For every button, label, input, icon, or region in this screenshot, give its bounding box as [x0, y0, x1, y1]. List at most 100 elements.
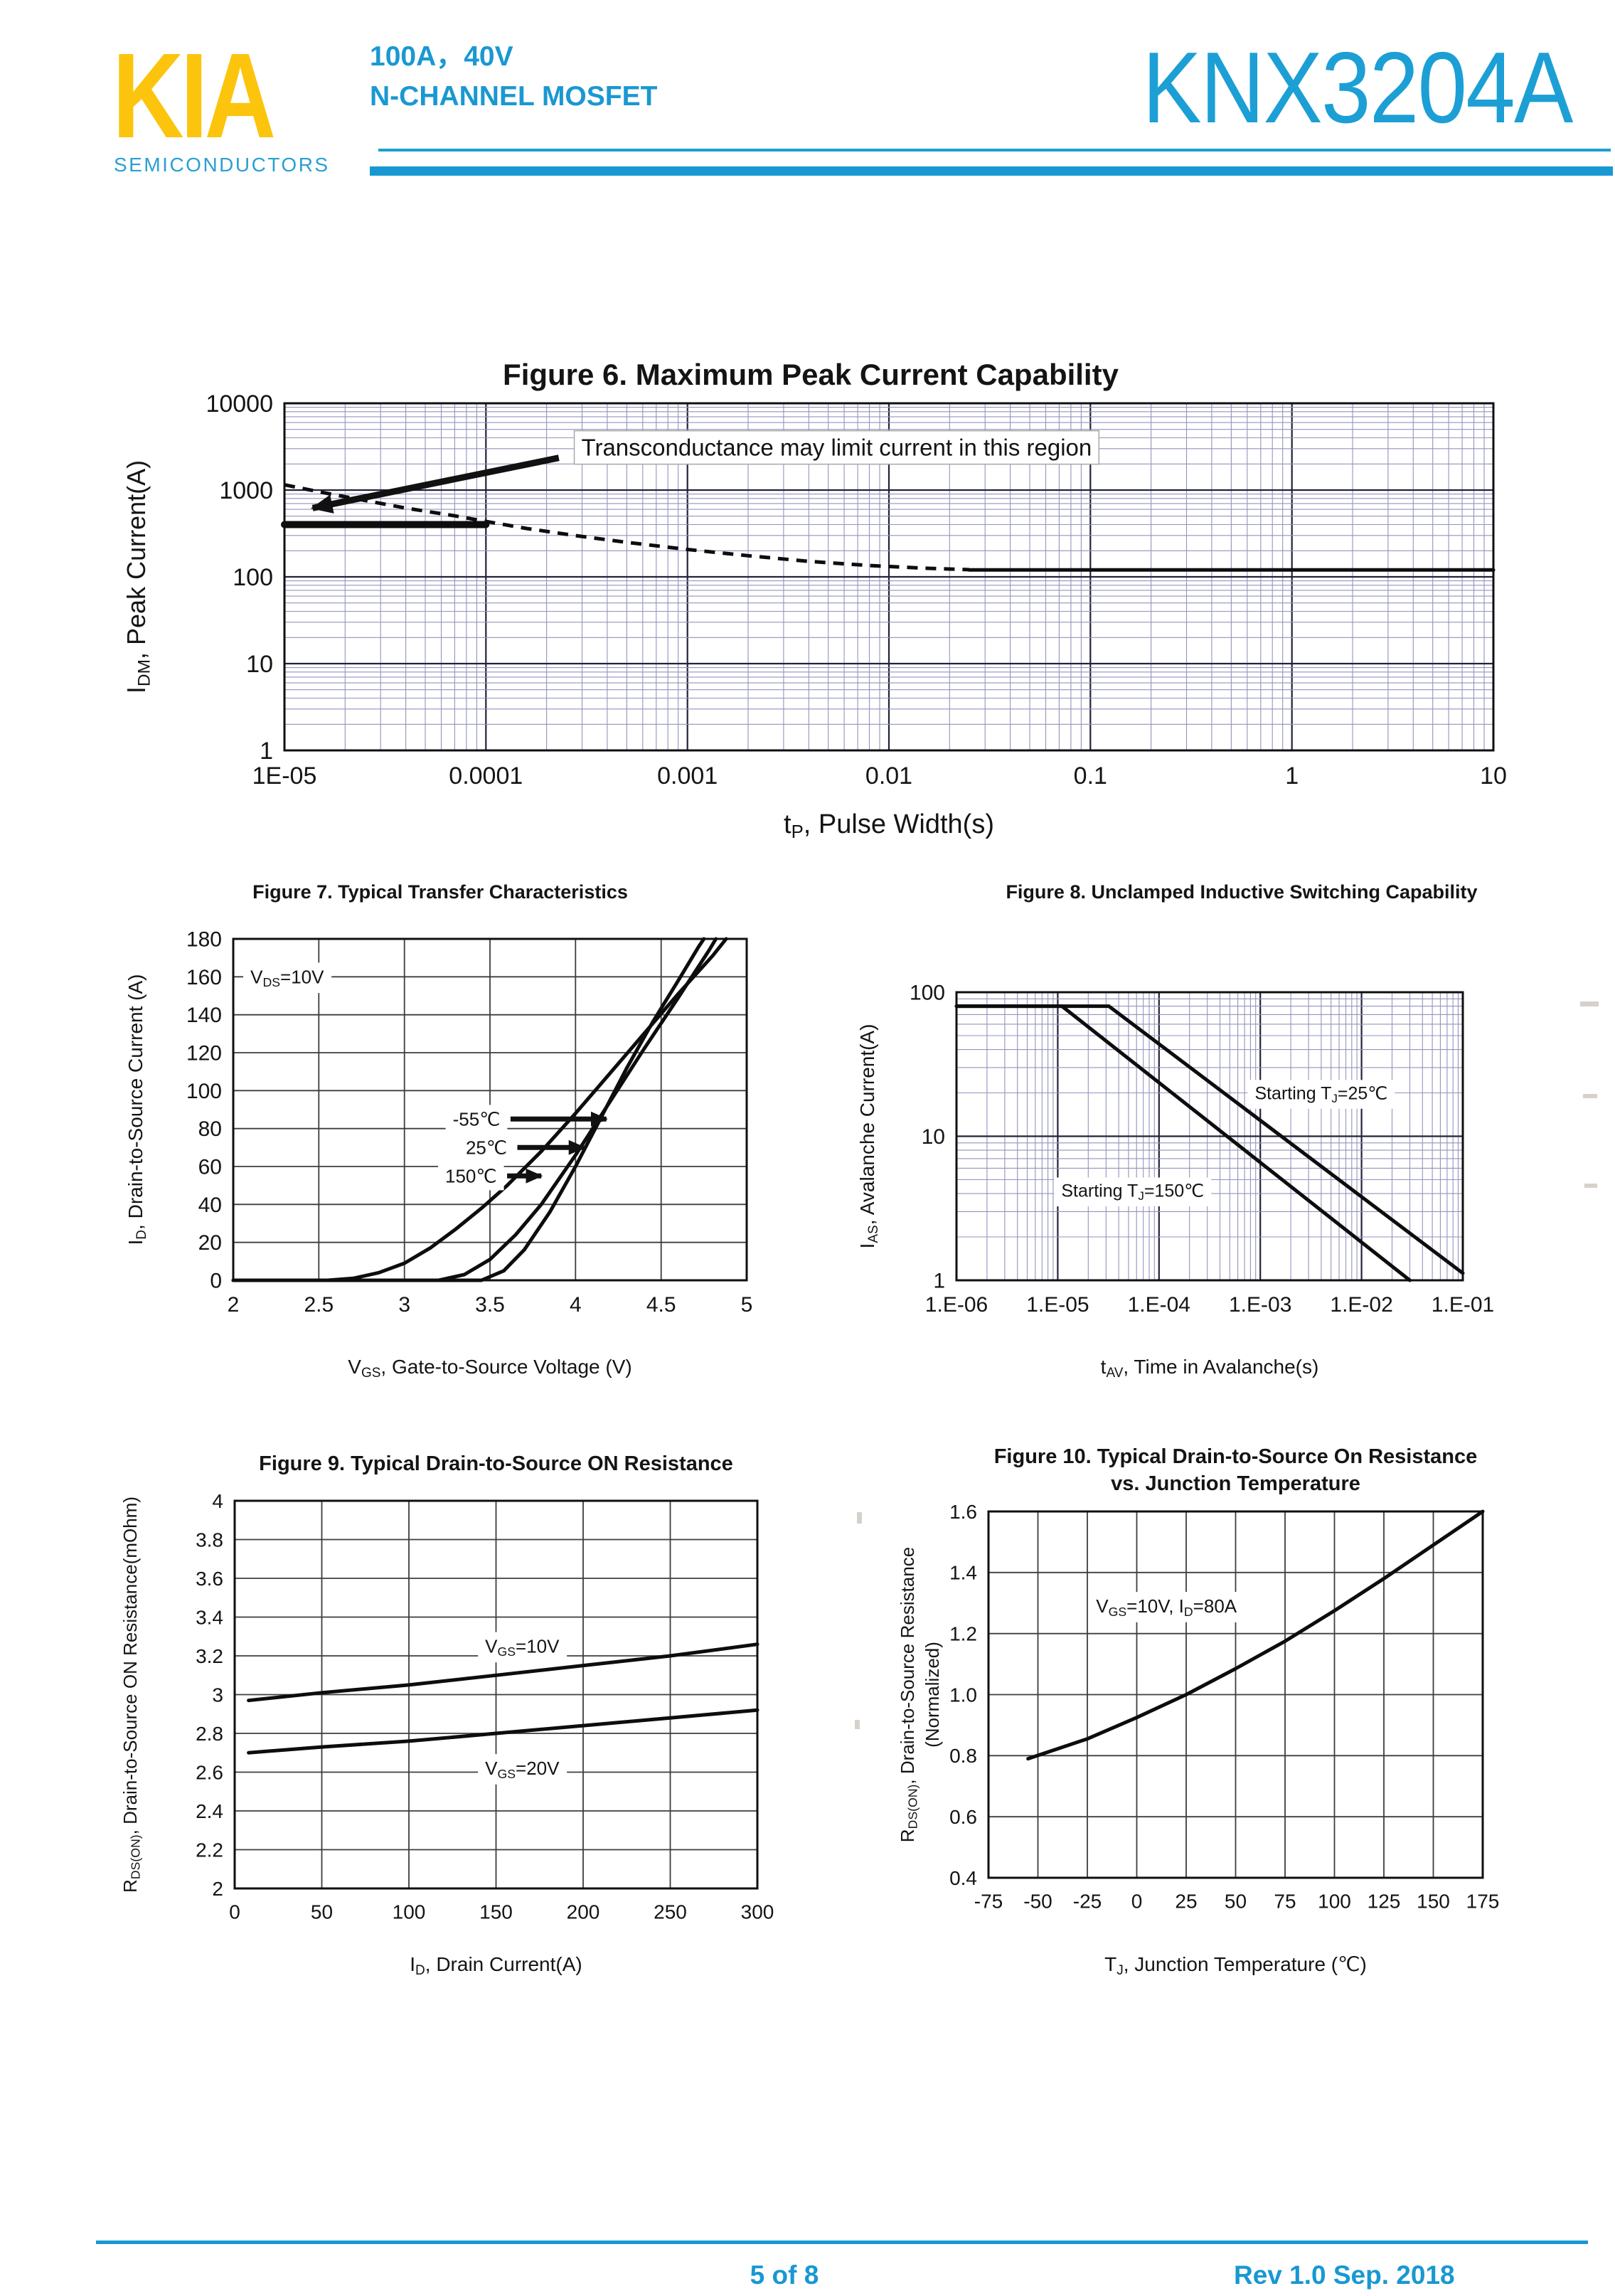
x-tick-label: 4 — [570, 1293, 582, 1317]
chart-annotation: VGS=20V — [485, 1758, 560, 1781]
rdson-vs-tj — [1026, 1509, 1485, 1761]
x-tick-label: 50 — [311, 1901, 333, 1923]
x-tick-label: -25 — [1073, 1890, 1102, 1912]
y-tick-label: 3.4 — [196, 1606, 223, 1628]
y-tick-label: 60 — [198, 1156, 222, 1179]
x-tick-label: 1.E-03 — [1229, 1293, 1291, 1317]
chart-annotation: Starting TJ=25℃ — [1254, 1083, 1387, 1105]
chart-annotation: Transconductance may limit current in th… — [582, 435, 1092, 461]
device-type: N-CHANNEL MOSFET — [370, 81, 658, 112]
x-tick-label: 1 — [1285, 762, 1299, 790]
header-rule-thin — [378, 149, 1611, 152]
y-tick-label: 1.6 — [949, 1501, 977, 1523]
x-tick-label: 0 — [229, 1901, 240, 1923]
y-tick-label: 80 — [198, 1117, 222, 1141]
scan-artifact — [1580, 1001, 1599, 1006]
fig6-svg: Transconductance may limit current in th… — [122, 358, 1507, 842]
chart-annotation: VGS=10V — [485, 1636, 560, 1659]
chart-title: Figure 10. Typical Drain-to-Source On Re… — [994, 1445, 1478, 1468]
y-tick-label: 2.4 — [196, 1800, 223, 1822]
y-tick-label: 100 — [233, 564, 273, 591]
figure7-transfer-characteristics-chart: VDS=10V -55℃ 25℃ 150℃ 2 2.5 3 3.5 4 4.5 5 180 160 140… — [107, 871, 818, 1391]
y-tick-label: 2.2 — [196, 1839, 223, 1861]
y-tick-label: 10 — [246, 651, 273, 678]
tj-minus-55C — [231, 937, 706, 1282]
y-tick-label: 10000 — [206, 390, 273, 418]
kia-logo-subtext: SEMICONDUCTORS — [114, 154, 330, 176]
chart-annotation: Starting TJ=150℃ — [1061, 1181, 1204, 1203]
y-tick-label: 140 — [186, 1004, 222, 1027]
y-tick-label: 1000 — [219, 477, 273, 504]
x-tick-label: 1.E-06 — [925, 1293, 988, 1317]
tj-150C — [231, 937, 728, 1282]
x-axis-title: ID, Drain Current(A) — [410, 1953, 582, 1978]
fig8-svg: Starting TJ=25℃ Starting TJ=150℃ 1.E-06 1.E… — [856, 881, 1494, 1381]
chart-title: Figure 9. Typical Drain-to-Source ON Res… — [259, 1452, 733, 1475]
y-axis-title: IDM, Peak Current(A) — [122, 460, 154, 693]
header-rule-thick — [370, 166, 1613, 176]
x-tick-label: 100 — [393, 1901, 426, 1923]
vgs-10v — [247, 1642, 759, 1703]
y-tick-label: 1.0 — [949, 1684, 977, 1706]
vgs-20v — [247, 1708, 759, 1755]
y-tick-label: 3.8 — [196, 1529, 223, 1551]
x-tick-label: 1.E-04 — [1128, 1293, 1190, 1317]
chart-title: vs. Junction Temperature — [1111, 1472, 1360, 1495]
page-number: 5 of 8 — [750, 2260, 819, 2290]
x-tick-label: 75 — [1274, 1890, 1296, 1912]
chart-title: Figure 6. Maximum Peak Current Capabilit… — [503, 358, 1119, 391]
x-tick-label: 300 — [741, 1901, 774, 1923]
y-tick-label: 160 — [186, 966, 222, 989]
x-tick-label: 1.E-01 — [1432, 1293, 1494, 1317]
revision-label: Rev 1.0 Sep. 2018 — [1234, 2260, 1455, 2290]
x-axis-title: VGS, Gate-to-Source Voltage (V) — [348, 1356, 631, 1381]
y-tick-label: 20 — [198, 1231, 222, 1255]
y-tick-label: 40 — [198, 1194, 222, 1217]
x-tick-label: 0.0001 — [449, 762, 523, 790]
x-tick-label: 5 — [741, 1293, 753, 1317]
fig9-svg: VGS=10V VGS=20V 0 50 100 150 200 250 300 4 3.8 3.6 3… — [119, 1452, 774, 1978]
annotation-arrow — [310, 455, 560, 514]
part-number: KNX3204A — [1142, 31, 1574, 144]
x-tick-label: 4.5 — [646, 1293, 676, 1317]
x-tick-label: 100 — [1318, 1890, 1351, 1912]
x-tick-label: 1.E-02 — [1330, 1293, 1392, 1317]
x-tick-label: 0.001 — [657, 762, 718, 790]
chart-annotation: 150℃ — [445, 1165, 497, 1186]
y-tick-label: 2 — [212, 1878, 223, 1900]
peak-current-dashed — [284, 483, 969, 572]
chart-annotation: -55℃ — [453, 1108, 501, 1130]
x-axis-title: tAV, Time in Avalanche(s) — [1101, 1356, 1319, 1381]
y-tick-label: 0.8 — [949, 1745, 977, 1767]
y-axis-title: IAS, Avalanche Current(A) — [856, 1024, 881, 1249]
scan-artifact — [855, 1720, 860, 1729]
x-tick-label: 50 — [1225, 1890, 1247, 1912]
y-axis-title: RDS(ON), Drain-to-Source Resistance — [897, 1547, 920, 1842]
scan-artifact — [857, 1512, 862, 1524]
scan-artifact — [1584, 1184, 1597, 1188]
fig10-svg: VGS=10V, ID=80A -75 -50 -25 0 25 50 75 100 125 150… — [897, 1445, 1499, 1978]
footer-rule — [96, 2241, 1588, 2244]
figure9-on-resistance-chart: VGS=10V VGS=20V 0 50 100 150 200 250 300 4 3.8 3.6 3… — [107, 1440, 818, 1988]
x-tick-label: 200 — [567, 1901, 600, 1923]
x-tick-label: -50 — [1023, 1890, 1052, 1912]
device-rating: 100A，40V — [370, 41, 513, 72]
x-tick-label: 125 — [1368, 1890, 1401, 1912]
x-tick-label: 0.01 — [865, 762, 912, 790]
y-tick-label: 4 — [212, 1490, 223, 1512]
x-axis-title: TJ, Junction Temperature (℃) — [1104, 1953, 1367, 1978]
x-tick-label: 1.E-05 — [1026, 1293, 1089, 1317]
x-tick-label: 150 — [479, 1901, 513, 1923]
y-tick-label: 2.6 — [196, 1761, 223, 1783]
y-tick-label: 3.2 — [196, 1645, 223, 1667]
y-tick-label: 0.4 — [949, 1867, 977, 1889]
y-tick-label: 100 — [910, 982, 945, 1005]
y-tick-label: 100 — [186, 1080, 222, 1103]
x-tick-label: 0.1 — [1074, 762, 1107, 790]
x-tick-label: 0 — [1131, 1890, 1143, 1912]
x-tick-label: 1E-05 — [252, 762, 317, 790]
x-tick-label: 10 — [1480, 762, 1507, 790]
fig7-svg: VDS=10V -55℃ 25℃ 150℃ 2 2.5 3 3.5 4 4.5 5 180 160 140… — [124, 881, 753, 1381]
chart-annotation: VDS=10V — [250, 966, 324, 989]
x-tick-label: 2 — [228, 1293, 240, 1317]
